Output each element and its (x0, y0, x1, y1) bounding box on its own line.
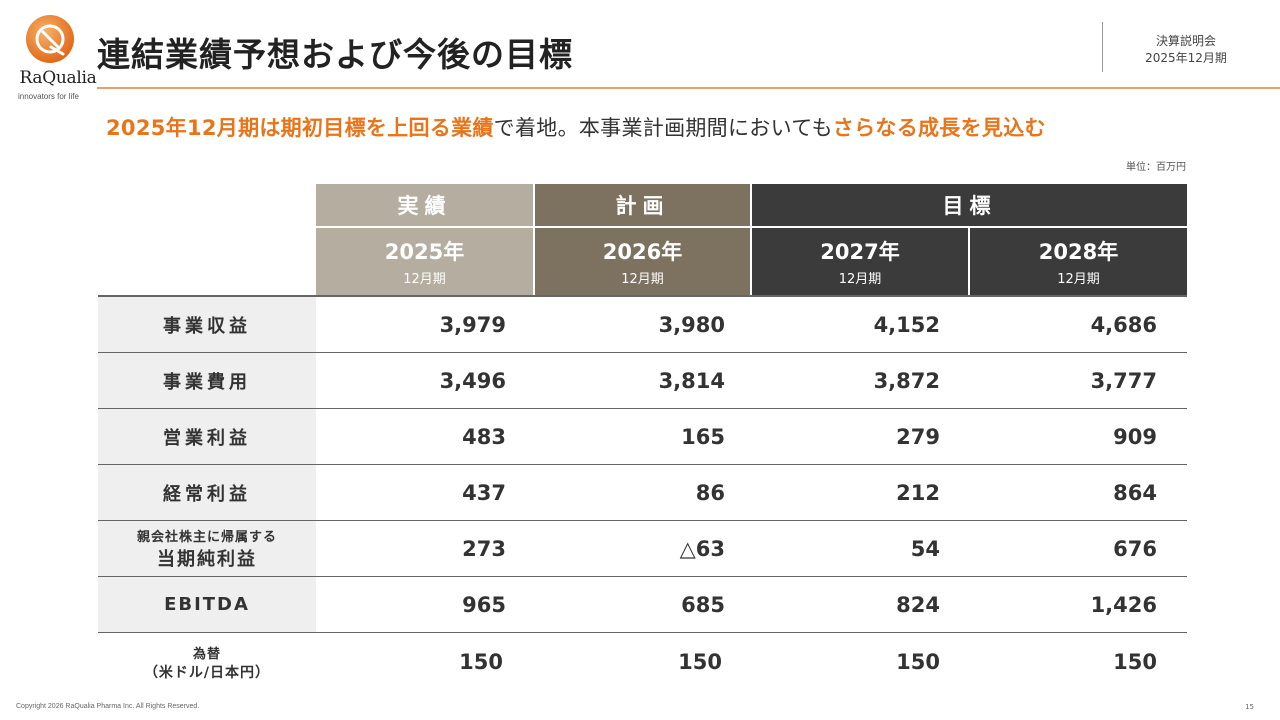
cell-2027: 279 (896, 424, 940, 449)
row-label-text: （米ドル/日本円） (143, 664, 271, 681)
cell-2028: 909 (1113, 424, 1157, 449)
cell-2027: 150 (896, 650, 940, 674)
cell-2028: 676 (1113, 536, 1157, 561)
cell-2025: 3,979 (439, 312, 506, 337)
cell-2026: 685 (681, 592, 725, 617)
cell-2026: 3,980 (658, 312, 725, 337)
cell-2028: 150 (1113, 650, 1157, 674)
year-header-2027: 2027年 12月期 (752, 228, 968, 295)
row-label: 事業費用 (98, 353, 316, 408)
cell-2025: 150 (459, 650, 503, 674)
period-label: 12月期 (1057, 272, 1100, 287)
cell-2028: 4,686 (1090, 312, 1157, 337)
cell-2026: 150 (678, 650, 722, 674)
row-label: 親会社株主に帰属する 当期純利益 (98, 521, 316, 576)
period-label: 12月期 (838, 272, 882, 287)
logo-wordmark: RaQualia (19, 68, 97, 88)
header-divider (1102, 22, 1103, 72)
cell-2026: 86 (695, 480, 725, 505)
raqualia-logo-mark-icon (26, 15, 74, 63)
page-number: 15 (1245, 703, 1254, 711)
cell-2027: 824 (896, 592, 940, 617)
row-label-text: 当期純利益 (157, 549, 257, 570)
year-label: 2027年 (820, 240, 900, 264)
cell-2025: 273 (462, 536, 506, 561)
header-context: 決算説明会 2025年12月期 (1106, 33, 1266, 67)
company-logo: RaQualia innovators for life (12, 14, 97, 110)
headline-emphasis-1: 2025年12月期は期初目標を上回る業績 (106, 116, 494, 140)
headline-emphasis-2: さらなる成長を見込む (832, 116, 1046, 140)
period-label: 12月期 (621, 272, 664, 287)
cell-2027: 54 (910, 536, 940, 561)
cell-2027: 4,152 (873, 312, 940, 337)
group-header-target: 目標 (752, 184, 1187, 226)
table-row-net-income: 親会社株主に帰属する 当期純利益 273 △63 54 676 (98, 521, 1187, 577)
unit-label: 単位：百万円 (1126, 162, 1186, 173)
cell-2026: 3,814 (658, 368, 725, 393)
row-label-text: 営業利益 (163, 427, 251, 449)
cell-2028: 1,426 (1090, 592, 1157, 617)
page-title: 連結業績予想および今後の目標 (97, 35, 573, 74)
cell-2025: 437 (462, 480, 506, 505)
headline-text: で着地。本事業計画期間においても (493, 116, 833, 140)
year-header-2028: 2028年 12月期 (970, 228, 1187, 295)
table-row-revenue: 事業収益 3,979 3,980 4,152 4,686 (98, 297, 1187, 353)
cell-2026: 165 (681, 424, 725, 449)
cell-2027: 3,872 (873, 368, 940, 393)
year-header-2025: 2025年 12月期 (316, 228, 533, 295)
cell-2028: 864 (1113, 480, 1157, 505)
copyright-footer: Copyright 2026 RaQualia Pharma Inc. All … (16, 703, 200, 710)
row-label: 経常利益 (98, 465, 316, 520)
row-label: 営業利益 (98, 409, 316, 464)
cell-2028: 3,777 (1090, 368, 1157, 393)
header-rule (97, 87, 1280, 89)
row-label: 為替 （米ドル/日本円） (98, 633, 316, 691)
row-label: 事業収益 (98, 297, 316, 352)
table-row-exchange-rate: 為替 （米ドル/日本円） 150 150 150 150 (98, 633, 1187, 691)
cell-2027: 212 (896, 480, 940, 505)
row-label-text: 事業費用 (163, 371, 251, 393)
cell-2025: 483 (462, 424, 506, 449)
cell-2025: 3,496 (439, 368, 506, 393)
headline: 2025年12月期は期初目標を上回る業績で着地。本事業計画期間においてもさらなる… (106, 112, 1046, 142)
group-header-actual: 実績 (316, 184, 533, 226)
row-label-text: EBITDA (164, 594, 250, 615)
table-row-ebitda: EBITDA 965 685 824 1,426 (98, 577, 1187, 633)
group-header-plan: 計画 (535, 184, 750, 226)
year-label: 2028年 (1038, 240, 1119, 264)
table-row-expenses: 事業費用 3,496 3,814 3,872 3,777 (98, 353, 1187, 409)
header-context-event: 決算説明会 (1155, 34, 1216, 48)
year-header-2026: 2026年 12月期 (535, 228, 750, 295)
row-label-subtext: 親会社株主に帰属する (136, 530, 277, 545)
row-label-text: 事業収益 (163, 315, 251, 337)
year-label: 2025年 (384, 240, 465, 264)
row-label: EBITDA (98, 577, 316, 632)
period-label: 12月期 (403, 272, 446, 287)
header-context-period: 2025年12月期 (1145, 51, 1227, 65)
row-label-subtext: 為替 (192, 646, 221, 662)
table-top-rule (98, 295, 1187, 297)
row-label-text: 経常利益 (163, 483, 251, 505)
year-label: 2026年 (602, 240, 683, 264)
cell-2026: △63 (679, 536, 725, 561)
cell-2025: 965 (462, 592, 506, 617)
table-row-ordinary-profit: 経常利益 437 86 212 864 (98, 465, 1187, 521)
logo-tagline: innovators for life (18, 92, 79, 101)
table-row-operating-profit: 営業利益 483 165 279 909 (98, 409, 1187, 465)
